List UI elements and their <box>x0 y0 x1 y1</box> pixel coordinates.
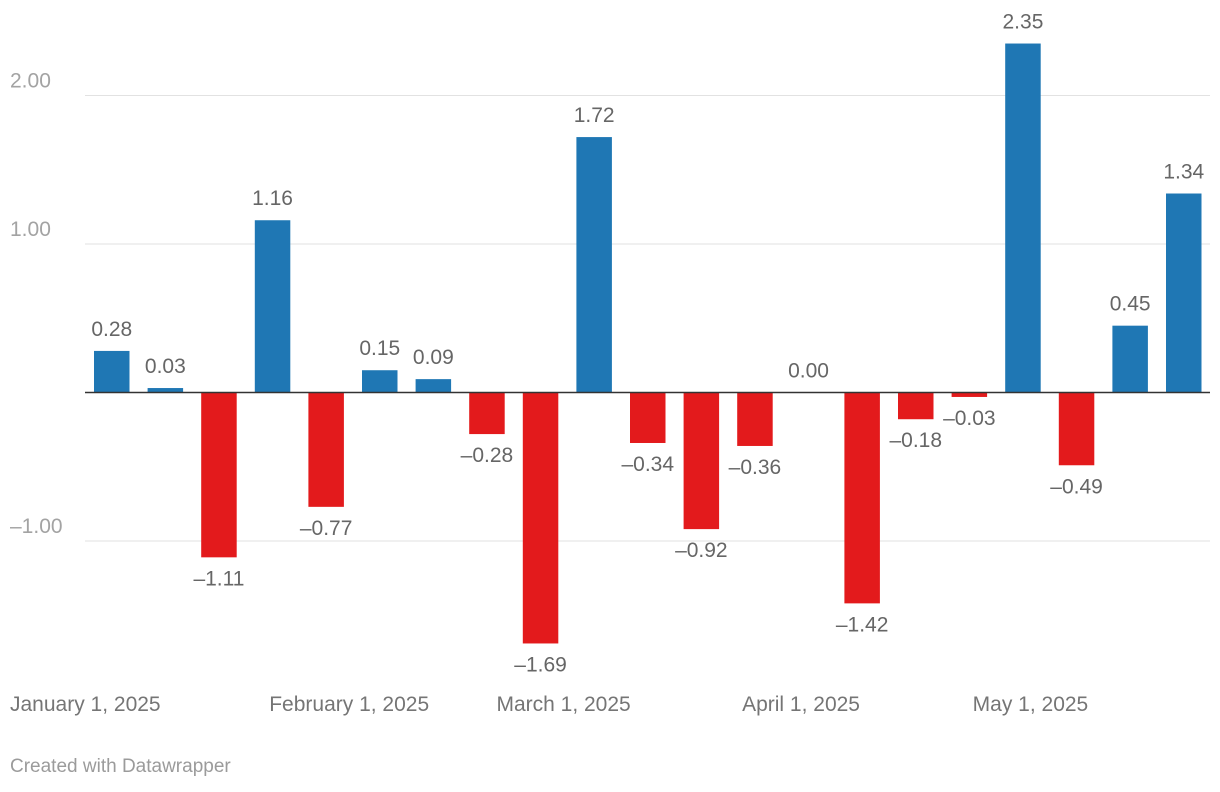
data-label: 1.16 <box>252 187 293 210</box>
data-label: –0.36 <box>729 456 782 479</box>
bar <box>630 392 666 443</box>
data-label: 0.09 <box>413 346 454 369</box>
x-tick-label: April 1, 2025 <box>742 693 860 716</box>
bar <box>147 388 184 393</box>
bar <box>362 370 398 393</box>
x-tick-label: February 1, 2025 <box>269 693 429 716</box>
data-label: –0.18 <box>889 429 942 452</box>
bar <box>415 379 452 393</box>
bar <box>951 392 988 397</box>
bar <box>254 220 291 393</box>
data-label: 0.45 <box>1110 293 1151 316</box>
bar <box>898 392 934 420</box>
bar <box>469 392 505 435</box>
data-label: –1.69 <box>514 653 567 676</box>
data-label: –0.77 <box>300 517 353 540</box>
data-label: 2.35 <box>1003 11 1044 34</box>
x-tick-label: May 1, 2025 <box>973 693 1089 716</box>
y-tick-label: 1.00 <box>10 218 51 241</box>
chart-credit: Created with Datawrapper <box>10 756 231 777</box>
x-tick-label: January 1, 2025 <box>10 693 161 716</box>
data-label: 0.00 <box>788 360 829 383</box>
data-label: 0.03 <box>145 355 186 378</box>
bar <box>94 350 130 393</box>
bar <box>844 392 880 604</box>
data-label: –0.49 <box>1050 475 1103 498</box>
data-label: –1.11 <box>193 567 244 590</box>
data-label: 1.34 <box>1163 161 1204 184</box>
bar <box>308 392 344 507</box>
bar <box>522 392 559 644</box>
y-tick-label: –1.00 <box>10 515 63 538</box>
bar <box>576 137 612 393</box>
data-label: –0.03 <box>943 407 996 430</box>
data-label: 0.28 <box>91 318 132 341</box>
bar <box>1058 392 1095 466</box>
bar <box>1166 193 1202 393</box>
data-label: –0.34 <box>621 453 674 476</box>
data-label: 0.15 <box>359 337 400 360</box>
data-label: –0.92 <box>675 539 728 562</box>
data-label: –0.28 <box>461 444 514 467</box>
bar <box>1112 325 1148 393</box>
data-label: 1.72 <box>574 104 615 127</box>
bar <box>201 392 237 558</box>
y-tick-label: 2.00 <box>10 70 51 93</box>
x-tick-label: March 1, 2025 <box>496 693 630 716</box>
bar <box>1005 43 1041 393</box>
data-label: –1.42 <box>836 613 889 636</box>
bar <box>683 392 720 530</box>
bar <box>737 392 773 446</box>
